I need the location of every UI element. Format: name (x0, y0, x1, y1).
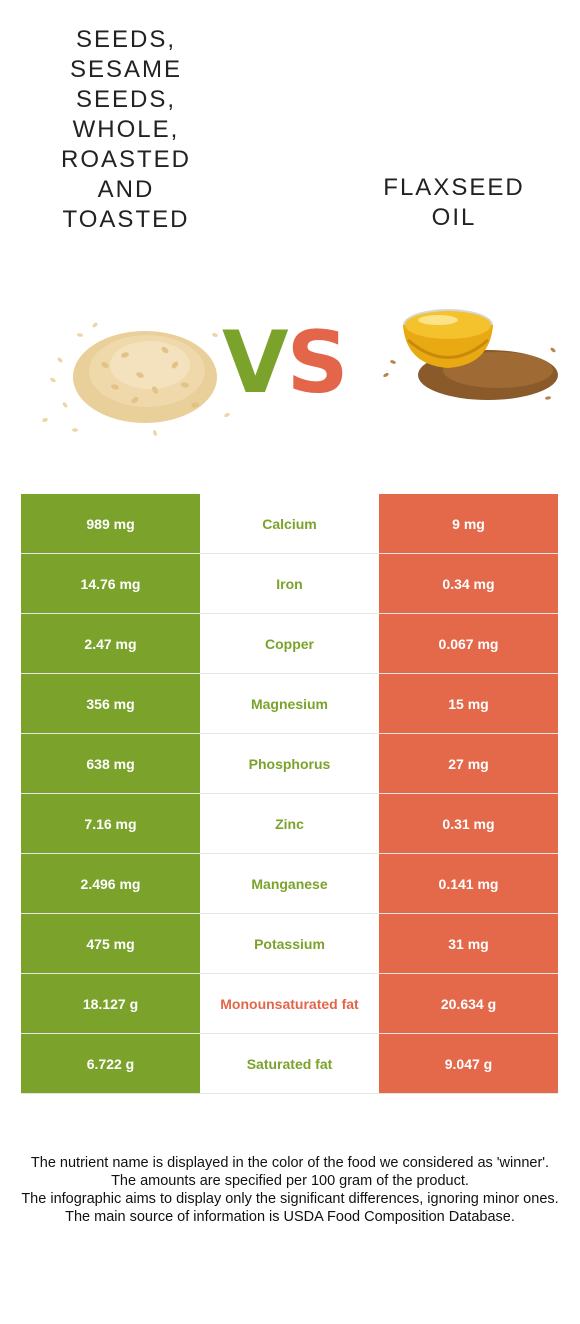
nutrient-name: Potassium (200, 913, 379, 974)
food-right-title-line: Flaxseed (383, 174, 525, 201)
food-left-title-line: toasted (62, 206, 190, 233)
left-value: 356 mg (21, 673, 200, 734)
food-left-title-line: seeds, (75, 86, 177, 113)
food-right-title-line: oil (431, 204, 477, 231)
right-value: 0.34 mg (379, 553, 558, 614)
nutrient-name: Zinc (200, 793, 379, 854)
footnote: The amounts are specified per 100 gram o… (111, 1173, 469, 1189)
vs-s: S (286, 313, 349, 413)
sesame-seeds-image (42, 322, 230, 436)
left-value: 989 mg (21, 494, 200, 554)
footnote: The nutrient name is displayed in the co… (30, 1155, 550, 1171)
food-left-title-line: sesame (69, 56, 183, 83)
nutrient-name: Saturated fat (200, 1033, 379, 1094)
table-row: 475 mg Potassium 31 mg (21, 913, 558, 974)
right-value: 31 mg (379, 913, 558, 974)
left-value: 18.127 g (21, 973, 200, 1034)
table-row: 2.496 mg Manganese 0.141 mg (21, 853, 558, 914)
nutrient-name: Copper (200, 613, 379, 674)
nutrient-name: Manganese (200, 853, 379, 914)
right-value: 9 mg (379, 494, 558, 554)
right-value: 0.067 mg (379, 613, 558, 674)
left-value: 2.496 mg (21, 853, 200, 914)
table-row: 7.16 mg Zinc 0.31 mg (21, 793, 558, 854)
footnotes: The nutrient name is displayed in the co… (20, 1154, 560, 1226)
food-left-title-line: Seeds, (75, 26, 177, 53)
right-value: 0.141 mg (379, 853, 558, 914)
left-value: 638 mg (21, 733, 200, 794)
footnote: The infographic aims to display only the… (21, 1191, 559, 1207)
left-value: 2.47 mg (21, 613, 200, 674)
right-value: 0.31 mg (379, 793, 558, 854)
nutrient-name: Magnesium (200, 673, 379, 734)
table-row: 6.722 g Saturated fat 9.047 g (21, 1033, 558, 1094)
table-row: 356 mg Magnesium 15 mg (21, 673, 558, 734)
right-value: 27 mg (379, 733, 558, 794)
nutrient-name: Monounsaturated fat (200, 973, 379, 1034)
footnote: The main source of information is USDA F… (65, 1209, 515, 1225)
food-left-title-line: roasted (60, 146, 191, 173)
vs-label: VS (222, 318, 349, 408)
flaxseed-oil-image (383, 309, 558, 400)
table-row: 989 mg Calcium 9 mg (21, 494, 558, 554)
table-row: 638 mg Phosphorus 27 mg (21, 733, 558, 794)
nutrient-name: Iron (200, 553, 379, 614)
nutrient-name: Phosphorus (200, 733, 379, 794)
food-left-title-line: whole, (72, 116, 180, 143)
comparison-table: 989 mg Calcium 9 mg 14.76 mg Iron 0.34 m… (21, 494, 558, 1094)
nutrient-name: Calcium (200, 494, 379, 554)
left-value: 475 mg (21, 913, 200, 974)
left-value: 6.722 g (21, 1033, 200, 1094)
right-value: 15 mg (379, 673, 558, 734)
food-left-title: Seeds, sesame seeds, whole, roasted and … (50, 25, 202, 235)
food-right-title: Flaxseed oil (380, 173, 528, 233)
right-value: 9.047 g (379, 1033, 558, 1094)
table-row: 14.76 mg Iron 0.34 mg (21, 553, 558, 614)
food-left-title-line: and (97, 176, 155, 203)
vs-v: V (222, 313, 289, 413)
table-row: 18.127 g Monounsaturated fat 20.634 g (21, 973, 558, 1034)
right-value: 20.634 g (379, 973, 558, 1034)
left-value: 7.16 mg (21, 793, 200, 854)
left-value: 14.76 mg (21, 553, 200, 614)
table-row: 2.47 mg Copper 0.067 mg (21, 613, 558, 674)
